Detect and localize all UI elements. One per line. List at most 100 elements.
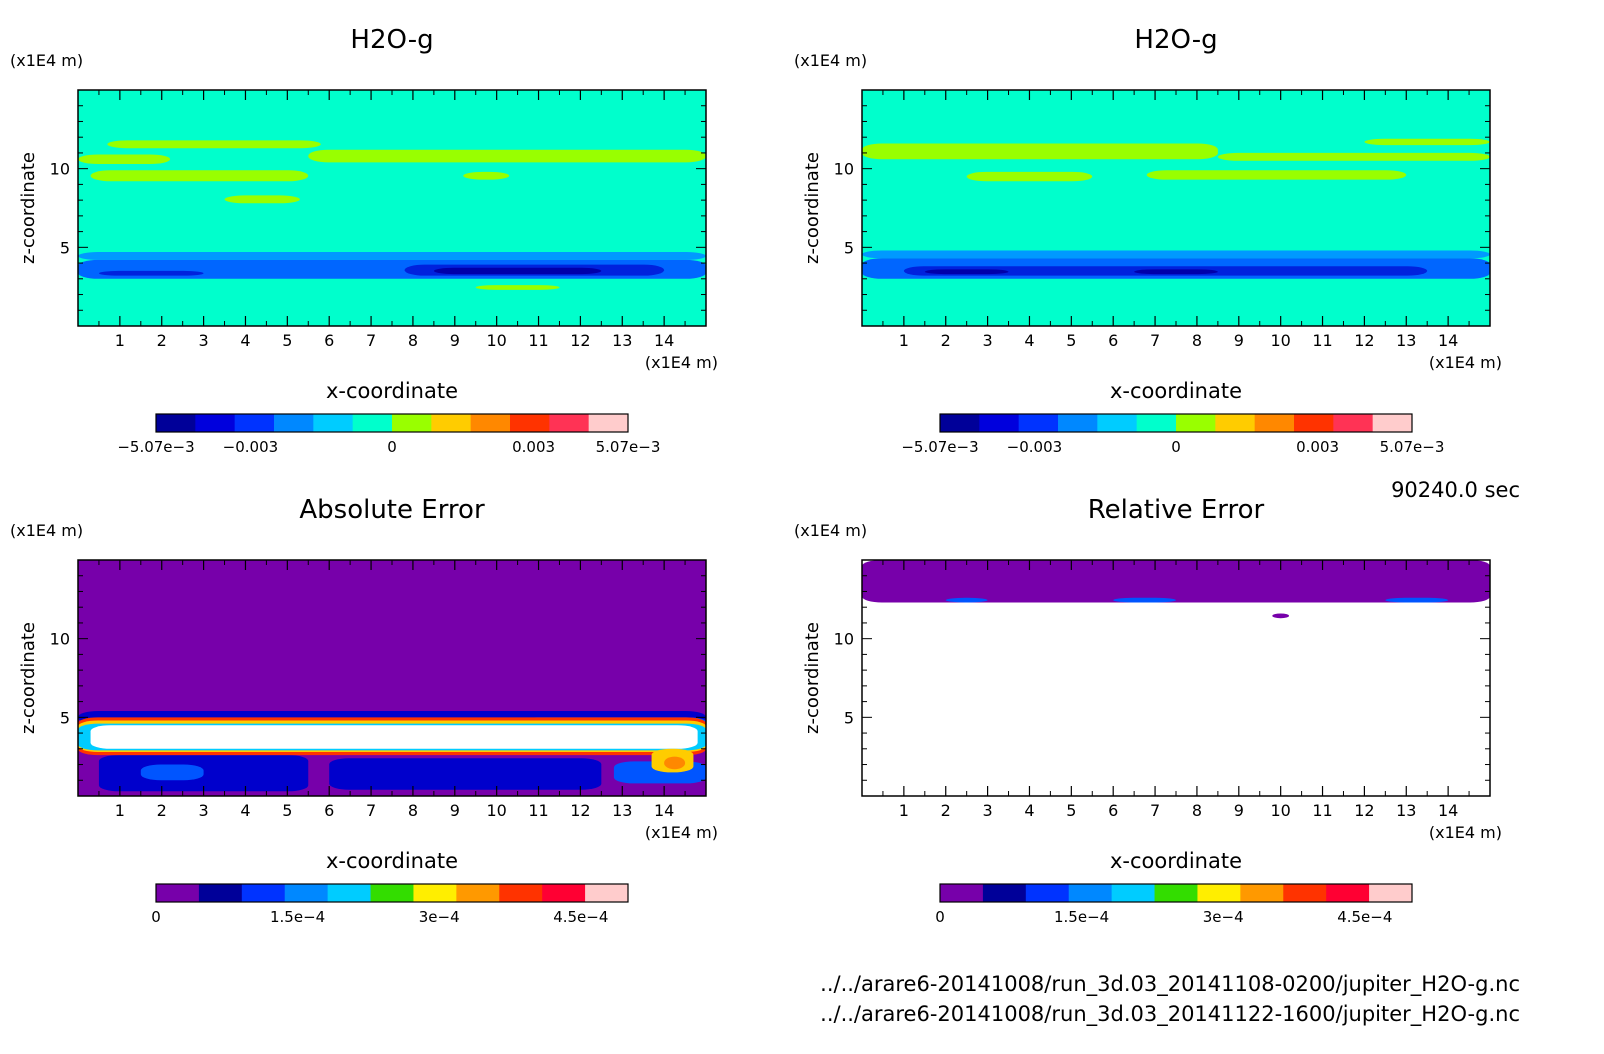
- colorbar-swatch: [1025, 884, 1070, 902]
- x-tick-label: 5: [1066, 801, 1076, 820]
- contour-band: [862, 560, 1490, 603]
- colorbar-swatch: [1333, 414, 1374, 432]
- x-axis-label: x-coordinate: [326, 849, 458, 873]
- x-tick-label: 2: [941, 331, 951, 350]
- contour-band: [329, 758, 602, 790]
- x-axis-unit: (x1E4 m): [645, 823, 718, 842]
- contour-band: [1364, 138, 1490, 146]
- x-tick-label: 12: [570, 801, 590, 820]
- x-axis-label: x-coordinate: [1110, 379, 1242, 403]
- colorbar-swatch: [510, 414, 550, 432]
- x-tick-label: 4: [240, 331, 250, 350]
- colorbar-swatch: [940, 414, 980, 432]
- file-path-2: ../../arare6-20141008/run_3d.03_20141122…: [820, 1002, 1520, 1026]
- colorbar-swatch: [1136, 414, 1177, 432]
- colorbar-swatch: [1294, 414, 1334, 432]
- colorbar-swatch: [392, 414, 432, 432]
- x-tick-label: 8: [408, 801, 418, 820]
- contour-band: [475, 285, 560, 290]
- x-axis-label: x-coordinate: [1110, 849, 1242, 873]
- colorbar-label: 1.5e−4: [270, 908, 325, 926]
- x-tick-label: 8: [408, 331, 418, 350]
- x-tick-label: 9: [1234, 331, 1244, 350]
- x-tick-label: 6: [324, 801, 334, 820]
- colorbar-swatch: [234, 414, 275, 432]
- contour-band: [862, 143, 1218, 160]
- time-stamp: 90240.0 sec: [1391, 478, 1520, 502]
- contour-bands: [862, 560, 1490, 619]
- contour-band: [463, 171, 510, 180]
- contour-band: [924, 269, 1009, 275]
- colorbar-swatch: [499, 884, 543, 902]
- colorbar-swatch: [1369, 884, 1413, 902]
- x-tick-label: 4: [240, 801, 250, 820]
- colorbar-label: 0.003: [512, 438, 555, 456]
- x-tick-label: 8: [1192, 801, 1202, 820]
- x-tick-label: 2: [157, 801, 167, 820]
- y-tick-label: 10: [834, 160, 854, 179]
- colorbar-swatch: [1176, 414, 1216, 432]
- colorbar-swatch: [431, 414, 472, 432]
- y-axis-unit: (x1E4 m): [794, 51, 867, 70]
- colorbar-swatch: [456, 884, 500, 902]
- colorbar-swatch: [195, 414, 236, 432]
- contour-band: [966, 171, 1093, 182]
- contour-band: [664, 756, 686, 770]
- chart-panel-3: Absolute Error(x1E4 m)1 2 3 4 5 6 7 8 9 10 11 12 13 1…: [10, 495, 718, 926]
- colorbar-label: 5.07e−3: [1380, 438, 1445, 456]
- y-axis-label: z-coordinate: [18, 622, 39, 734]
- colorbar-swatch: [1097, 414, 1138, 432]
- colorbar: −5.07e−3 −0.003 0 0.003 5.07e−3: [117, 413, 661, 456]
- colorbar-swatch: [156, 884, 200, 902]
- contour-band: [107, 140, 321, 149]
- colorbar-swatch: [470, 414, 511, 432]
- contour-band: [78, 154, 171, 164]
- colorbar-swatch: [413, 884, 457, 902]
- contour-bands: [78, 711, 706, 792]
- x-tick-label: 14: [654, 801, 674, 820]
- contour-band: [945, 597, 988, 603]
- x-tick-label: 1: [899, 331, 909, 350]
- colorbar-swatch: [585, 884, 629, 902]
- x-tick-label: 2: [941, 801, 951, 820]
- field-background: [78, 90, 706, 326]
- colorbar-label: 3e−4: [1203, 908, 1244, 926]
- y-tick-label: 5: [60, 238, 70, 257]
- colorbar: 0 1.5e−4 3e−4 4.5e−4: [151, 883, 629, 926]
- chart-panel-4: Relative Error(x1E4 m)1 2 3 4 5 6 7 8 9 10 11 12 13 1…: [794, 495, 1502, 926]
- colorbar-swatch: [542, 884, 586, 902]
- x-tick-label: 7: [366, 801, 376, 820]
- x-tick-label: 14: [654, 331, 674, 350]
- x-tick-label: 13: [1396, 801, 1416, 820]
- x-tick-label: 8: [1192, 331, 1202, 350]
- y-axis-unit: (x1E4 m): [10, 521, 83, 540]
- x-tick-label: 7: [366, 331, 376, 350]
- colorbar-label: 0: [935, 908, 945, 926]
- colorbar-label: 0: [151, 908, 161, 926]
- x-tick-label: 3: [199, 331, 209, 350]
- x-axis-unit: (x1E4 m): [1429, 353, 1502, 372]
- x-tick-label: 13: [612, 801, 632, 820]
- x-tick-label: 9: [450, 801, 460, 820]
- x-tick-label: 2: [157, 331, 167, 350]
- colorbar-swatch: [1372, 414, 1413, 432]
- chart-panel-2: H2O-g(x1E4 m)1 2 3 4 5 6 7 8 9 10 11 12 13 14510(x1E4…: [794, 25, 1502, 456]
- y-tick-label: 10: [50, 630, 70, 649]
- colorbar-swatch: [1240, 884, 1284, 902]
- colorbar-frame: [939, 883, 1413, 903]
- x-tick-label: 14: [1438, 331, 1458, 350]
- colorbar-label: 5.07e−3: [596, 438, 661, 456]
- x-tick-label: 14: [1438, 801, 1458, 820]
- x-tick-label: 7: [1150, 801, 1160, 820]
- x-tick-label: 7: [1150, 331, 1160, 350]
- colorbar-swatch: [1068, 884, 1113, 902]
- colorbar: 0 1.5e−4 3e−4 4.5e−4: [935, 883, 1413, 926]
- x-tick-label: 6: [1108, 801, 1118, 820]
- chart-panel-1: H2O-g(x1E4 m)1 2 3 4 5 6 7 8 9 10 11 12 13 14510(x1E4…: [10, 25, 718, 456]
- x-tick-label: 5: [1066, 331, 1076, 350]
- colorbar-swatch: [313, 414, 354, 432]
- x-tick-label: 10: [486, 331, 506, 350]
- chart-title: H2O-g: [1134, 25, 1217, 55]
- colorbar-swatch: [1283, 884, 1327, 902]
- y-tick-label: 10: [834, 630, 854, 649]
